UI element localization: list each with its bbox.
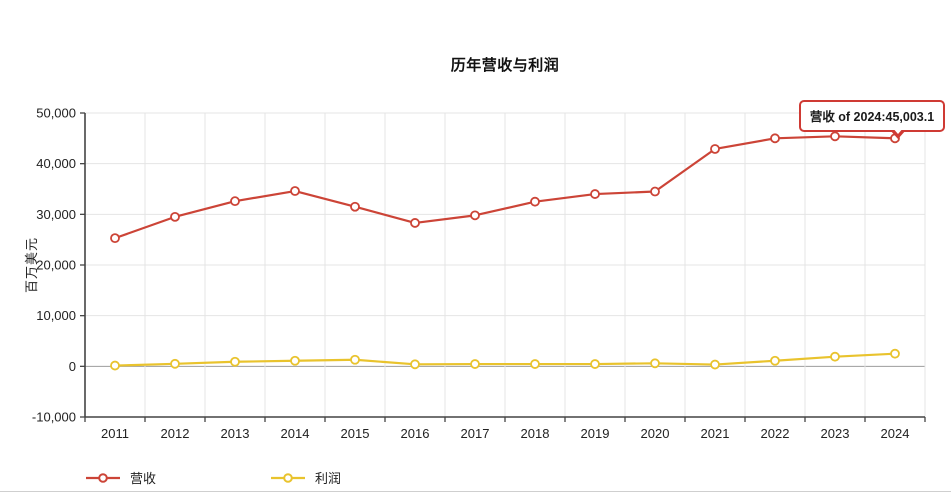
data-point-s1-2024[interactable] [890,348,900,359]
data-point-s1-2012[interactable] [170,358,180,369]
x-axis-label: 2021 [701,426,730,441]
data-point-s0-2017[interactable] [470,210,480,221]
data-point-s0-2021[interactable] [710,144,720,154]
x-axis-label: 2023 [821,426,850,441]
tooltip-pointer [890,130,906,139]
chart-title: 历年营收与利润 [450,57,560,74]
data-point-s1-2020[interactable] [650,358,660,369]
legend-marker-profit [271,472,305,483]
data-point-s0-2020[interactable] [650,186,660,197]
data-point-s1-2019[interactable] [590,359,600,369]
legend-label-profit: 利润 [315,471,342,486]
x-axis-label: 2014 [281,426,310,441]
tooltip-pointer-fill [892,127,904,134]
data-point-s1-2015[interactable] [350,354,360,365]
y-axis-label: 10,000 [36,308,76,323]
y-axis-label: 20,000 [36,258,76,273]
data-point-s0-2019[interactable] [590,189,600,199]
legend-marker-revenue [86,472,120,483]
data-point-s1-2014[interactable] [290,355,300,366]
data-point-s0-2016[interactable] [410,218,420,228]
x-axis-label: 2011 [101,426,129,441]
x-axis-label: 2016 [401,426,430,441]
tooltip-text: 营收 of 2024:45,003.1 [809,110,935,124]
series-line-0 [113,135,897,240]
y-axis-label: 30,000 [36,207,76,222]
legend-item-profit[interactable]: 利润 [270,468,395,487]
x-axis-label: 2019 [581,426,610,441]
legend: 营收 利润 [85,468,395,487]
x-axis-label: 2022 [761,426,790,441]
data-point-s1-2023[interactable] [830,351,840,362]
data-point-s1-2011[interactable] [110,360,120,371]
x-axis-label: 2024 [881,426,910,441]
tooltip-callout: 营收 of 2024:45,003.1 [799,100,945,139]
x-axis-label: 2018 [521,426,550,441]
y-axis-label: 0 [69,359,76,374]
data-point-s0-2018[interactable] [530,196,540,207]
y-axis-label: 40,000 [36,156,76,171]
x-axis-label: 2013 [221,426,250,441]
x-axis-label: 2017 [461,426,490,441]
data-point-s0-2013[interactable] [230,196,240,207]
data-point-s1-2016[interactable] [410,359,420,370]
data-point-s1-2018[interactable] [530,359,540,369]
data-point-s0-2023[interactable] [830,131,840,142]
data-point-s1-2022[interactable] [770,355,780,366]
series-line-1 [113,352,897,367]
data-point-s1-2017[interactable] [470,359,480,369]
data-point-s0-2022[interactable] [770,133,780,144]
y-axis-label: 50,000 [36,106,76,121]
x-axis-label: 2012 [161,426,190,441]
data-point-s1-2021[interactable] [710,359,720,370]
x-axis-label: 2015 [341,426,370,441]
data-point-s0-2015[interactable] [350,201,360,212]
y-axis-label: -10,000 [32,410,76,425]
data-point-s0-2014[interactable] [290,186,300,196]
data-point-s0-2012[interactable] [170,211,180,222]
data-point-s0-2011[interactable] [110,233,120,244]
legend-item-revenue[interactable]: 营收 [85,468,210,487]
legend-label-revenue: 营收 [130,471,157,486]
data-point-s1-2013[interactable] [230,356,240,367]
x-axis-label: 2020 [641,426,670,441]
chart-plot-area[interactable]: -10,000 0 10,000 20,000 30,000 40,000 50,000 20… [0,0,951,460]
